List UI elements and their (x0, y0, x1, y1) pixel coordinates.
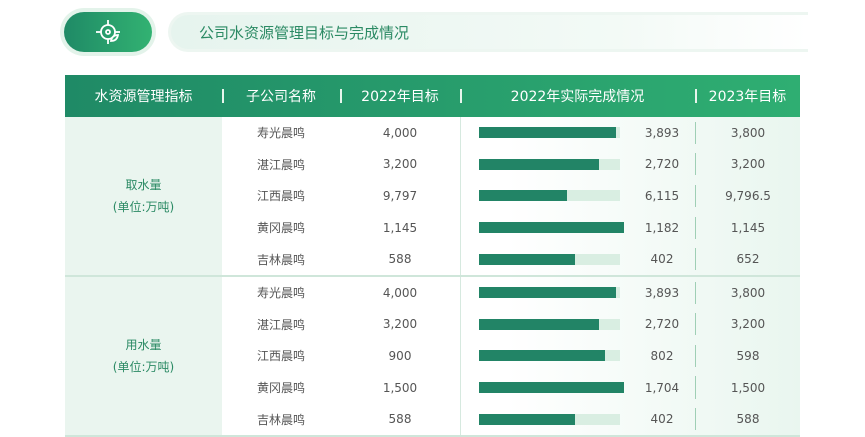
progress-track (479, 253, 620, 265)
progress-track (479, 318, 620, 330)
table-row: 黄冈晨鸣 1,500 1,704 1,500 (222, 371, 800, 404)
progress-fill (479, 158, 599, 170)
target-2022: 9,797 (382, 188, 418, 203)
target-2023: 3,200 (695, 153, 800, 176)
progress-fill (479, 350, 605, 362)
table-row: 寿光晨鸣 4,000 3,893 3,800 (222, 276, 800, 309)
header-cell: 子公司名称 (222, 86, 340, 106)
metric-name: 用水量 (125, 337, 162, 352)
actual-2022-cell: 2,720 (460, 148, 695, 181)
table-row: 寿光晨鸣 4,000 3,893 3,800 (222, 117, 800, 149)
progress-fill (479, 127, 617, 139)
actual-2022: 402 (650, 412, 674, 427)
water-management-table: 水资源管理指标 子公司名称 2022年目标 2022年实际完成情况 2023年目… (65, 75, 800, 437)
section-title: 公司水资源管理目标与完成情况 (199, 23, 410, 42)
header-cell: 水资源管理指标 (94, 89, 193, 105)
target-2023: 3,200 (695, 313, 800, 336)
target-2022: 588 (388, 412, 412, 427)
table-group: 取水量 (单位:万吨) 寿光晨鸣 4,000 3,893 3,800 湛江晨鸣 … (65, 117, 800, 277)
target-2022: 900 (388, 348, 412, 363)
actual-2022-cell: 802 (460, 340, 695, 372)
company-name: 湛江晨鸣 (256, 317, 305, 332)
metric-unit: (单位:万吨) (112, 199, 175, 214)
table-row: 江西晨鸣 900 802 598 (222, 340, 800, 372)
progress-fill (479, 318, 599, 330)
metric-name: 取水量 (125, 177, 162, 192)
target-2023: 598 (695, 344, 800, 367)
progress-track (479, 222, 625, 234)
actual-2022-cell: 2,720 (460, 308, 695, 341)
section-title-bar: 公司水资源管理目标与完成情况 (168, 12, 808, 52)
actual-2022: 3,893 (644, 285, 680, 300)
table-row: 江西晨鸣 9,797 6,115 9,796.5 (222, 180, 800, 212)
company-name: 寿光晨鸣 (256, 126, 305, 141)
metric-label: 取水量 (单位:万吨) (65, 117, 222, 275)
table-group: 用水量 (单位:万吨) 寿光晨鸣 4,000 3,893 3,800 湛江晨鸣 … (65, 276, 800, 437)
table-row: 湛江晨鸣 3,200 2,720 3,200 (222, 308, 800, 341)
header-cell: 2023年目标 (695, 86, 800, 106)
actual-2022-cell: 402 (460, 243, 695, 275)
target-2023: 1,145 (695, 216, 800, 239)
company-name: 江西晨鸣 (256, 349, 305, 364)
progress-track (479, 127, 620, 139)
target-2022: 3,200 (382, 157, 418, 172)
actual-2022: 6,115 (644, 188, 680, 203)
actual-2022: 1,704 (644, 380, 680, 395)
company-name: 湛江晨鸣 (256, 157, 305, 172)
actual-2022: 2,720 (644, 157, 680, 172)
progress-track (479, 190, 620, 202)
progress-track (479, 350, 620, 362)
header-cell: 2022年实际完成情况 (460, 86, 695, 106)
target-2023: 1,500 (695, 376, 800, 399)
actual-2022: 3,893 (644, 125, 680, 140)
company-name: 黄冈晨鸣 (256, 381, 305, 396)
target-2022: 4,000 (382, 285, 418, 300)
actual-2022-cell: 402 (460, 403, 695, 435)
actual-2022-cell: 6,115 (460, 180, 695, 212)
progress-fill (479, 287, 617, 299)
company-name: 黄冈晨鸣 (256, 221, 305, 236)
target-2022: 3,200 (382, 317, 418, 332)
header-cell: 2022年目标 (340, 86, 460, 106)
progress-fill (479, 190, 567, 202)
actual-2022-cell: 3,893 (460, 276, 695, 309)
target-leaf-icon (96, 20, 120, 44)
progress-fill (479, 253, 576, 265)
target-2023: 588 (695, 408, 800, 431)
progress-fill (479, 222, 625, 234)
table-row: 吉林晨鸣 588 402 588 (222, 403, 800, 435)
metric-unit: (单位:万吨) (112, 359, 175, 374)
actual-2022: 2,720 (644, 317, 680, 332)
actual-2022: 802 (650, 348, 674, 363)
progress-fill (479, 413, 576, 425)
actual-2022: 402 (650, 252, 674, 267)
target-2023: 9,796.5 (695, 184, 800, 208)
target-2023: 3,800 (695, 281, 800, 304)
progress-track (479, 382, 625, 394)
table-header: 水资源管理指标 子公司名称 2022年目标 2022年实际完成情况 2023年目… (65, 75, 800, 117)
target-2022: 1,145 (382, 220, 418, 235)
progress-track (479, 413, 620, 425)
company-name: 吉林晨鸣 (256, 412, 305, 427)
table-row: 吉林晨鸣 588 402 652 (222, 243, 800, 275)
target-2023: 652 (695, 248, 800, 271)
target-2022: 1,500 (382, 380, 418, 395)
metric-label: 用水量 (单位:万吨) (65, 277, 222, 435)
actual-2022-cell: 3,893 (460, 117, 695, 149)
actual-2022: 1,182 (644, 220, 680, 235)
progress-track (479, 287, 620, 299)
table-row: 黄冈晨鸣 1,145 1,182 1,145 (222, 211, 800, 244)
progress-track (479, 158, 620, 170)
target-2022: 4,000 (382, 125, 418, 140)
company-name: 寿光晨鸣 (256, 286, 305, 301)
target-2023: 3,800 (695, 121, 800, 144)
actual-2022-cell: 1,182 (460, 211, 695, 244)
table-row: 湛江晨鸣 3,200 2,720 3,200 (222, 148, 800, 181)
target-2022: 588 (388, 252, 412, 267)
actual-2022-cell: 1,704 (460, 371, 695, 404)
company-name: 江西晨鸣 (256, 189, 305, 204)
section-icon-badge (64, 12, 152, 52)
progress-fill (479, 382, 625, 394)
company-name: 吉林晨鸣 (256, 252, 305, 267)
